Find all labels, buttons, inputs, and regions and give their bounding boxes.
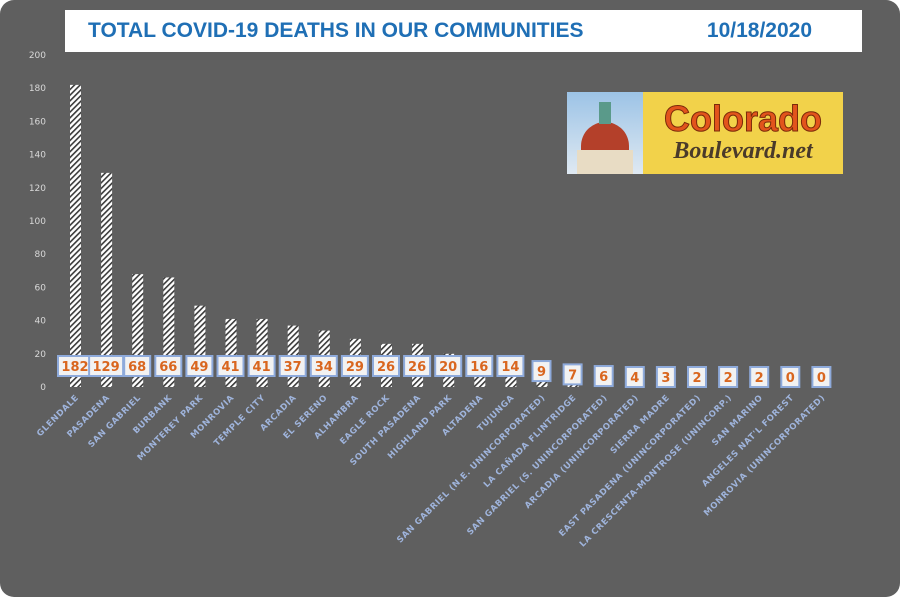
colorado-boulevard-logo: Colorado Boulevard.net (567, 92, 843, 174)
category-label: ARCADIA (UNINCORPORATED) (523, 393, 641, 511)
y-tick-label: 120 (29, 184, 46, 194)
data-label: 34 (309, 355, 338, 377)
y-tick-label: 180 (29, 84, 46, 94)
svg-text:26: 26 (377, 360, 395, 375)
data-label: 129 (88, 355, 125, 377)
data-label: 26 (372, 355, 400, 377)
svg-text:49: 49 (190, 360, 208, 375)
data-label: 14 (496, 355, 525, 377)
y-tick-label: 140 (29, 151, 46, 161)
data-label: 9 (531, 360, 552, 383)
data-label: 26 (403, 355, 432, 377)
data-label: 41 (216, 355, 245, 377)
bar (256, 318, 268, 387)
svg-text:41: 41 (253, 360, 271, 375)
data-label: 37 (278, 355, 307, 377)
y-tick-label: 100 (29, 217, 46, 227)
svg-text:129: 129 (93, 360, 120, 375)
bar (101, 172, 113, 387)
data-label: 0 (780, 366, 801, 388)
svg-text:6: 6 (599, 370, 608, 385)
svg-text:41: 41 (221, 360, 239, 375)
svg-text:2: 2 (692, 371, 701, 386)
category-label: SAN GABRIEL (87, 393, 144, 450)
bar (70, 84, 81, 387)
svg-text:29: 29 (346, 360, 364, 375)
category-label: SIERRA MADRE (609, 393, 672, 456)
city-hall-dome-image (567, 92, 643, 174)
svg-text:9: 9 (537, 365, 546, 380)
bar (194, 305, 206, 387)
data-label: 0 (811, 366, 832, 388)
data-label: 7 (562, 363, 583, 386)
data-label: 182 (57, 355, 93, 377)
svg-text:4: 4 (630, 371, 639, 386)
data-label: 16 (465, 355, 494, 377)
svg-text:68: 68 (128, 360, 146, 375)
svg-text:2: 2 (755, 371, 764, 386)
bar (225, 318, 237, 387)
bar (132, 274, 144, 387)
data-label: 68 (123, 355, 152, 377)
data-label: 2 (687, 366, 707, 388)
logo-text-boulevard: Boulevard.net (673, 138, 813, 164)
data-label: 6 (593, 365, 614, 388)
data-label: 20 (434, 355, 463, 377)
category-label: SAN GABRIEL (N.E. UNINCORPORATED) (395, 393, 547, 545)
svg-text:66: 66 (159, 360, 177, 375)
data-label: 4 (624, 366, 645, 388)
y-tick-label: 20 (35, 350, 47, 360)
data-label: 66 (154, 355, 183, 377)
svg-text:37: 37 (284, 360, 302, 375)
y-tick-label: 200 (29, 51, 46, 61)
y-tick-label: 0 (40, 383, 46, 393)
data-label: 49 (185, 355, 214, 377)
svg-text:3: 3 (661, 371, 670, 386)
category-label: EAST PASADENA (UNINCORPORATED) (557, 393, 703, 539)
data-label: 3 (655, 366, 676, 388)
data-label: 2 (718, 366, 739, 388)
y-tick-label: 160 (29, 117, 46, 127)
svg-text:7: 7 (568, 368, 577, 383)
svg-text:14: 14 (501, 360, 519, 375)
svg-text:182: 182 (61, 360, 88, 375)
logo-text-colorado: Colorado (664, 98, 823, 139)
svg-text:20: 20 (439, 360, 457, 375)
y-tick-label: 80 (35, 250, 47, 260)
svg-text:2: 2 (724, 371, 733, 386)
data-label: 29 (340, 355, 369, 377)
title-banner: TOTAL COVID-19 DEATHS IN OUR COMMUNITIES… (65, 10, 862, 52)
svg-text:16: 16 (470, 360, 488, 375)
y-tick-label: 40 (35, 317, 47, 327)
svg-text:26: 26 (408, 360, 426, 375)
svg-text:0: 0 (817, 371, 826, 386)
svg-text:0: 0 (786, 371, 795, 386)
chart-date: 10/18/2020 (706, 19, 812, 42)
data-label: 2 (749, 366, 770, 388)
y-tick-label: 60 (35, 283, 47, 293)
bar (163, 277, 175, 387)
chart-title: TOTAL COVID-19 DEATHS IN OUR COMMUNITIES (88, 19, 584, 42)
svg-text:34: 34 (315, 360, 333, 375)
data-label: 41 (247, 355, 276, 377)
